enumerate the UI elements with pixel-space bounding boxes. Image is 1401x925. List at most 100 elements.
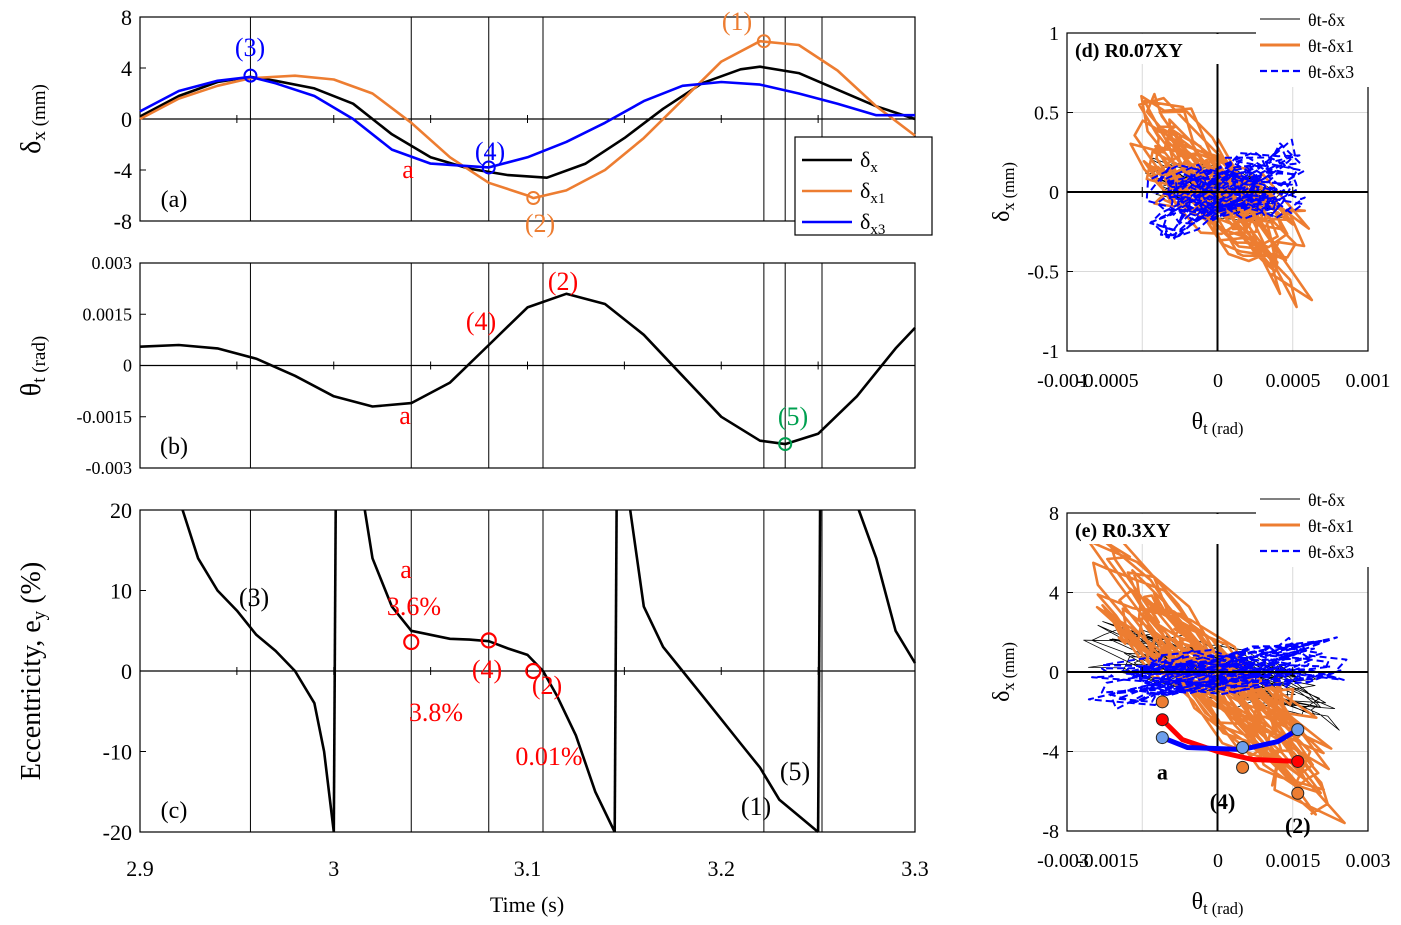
series-line — [816, 509, 822, 833]
loop-series — [1145, 138, 1306, 240]
data-point — [1155, 731, 1169, 745]
x-tick-label: -0.0005 — [1077, 370, 1139, 392]
y-tick-label: -10 — [103, 740, 132, 765]
panel-a: 8 4 0 -4 -8 (a) — [114, 5, 916, 234]
data-marker — [403, 633, 420, 651]
panel-title: (e) R0.3XY — [1075, 520, 1171, 542]
data-marker — [481, 160, 496, 175]
y-tick-label: 0 — [1049, 182, 1059, 204]
y-tick-label: 0 — [121, 107, 132, 132]
x-tick-label: 0.0005 — [1266, 370, 1321, 392]
data-point — [1291, 786, 1305, 800]
x-tick-label: 3 — [328, 856, 339, 881]
y-axis-title-c: Eccentricity, ey (%) — [16, 562, 50, 780]
y-axis-title: δx (mm) — [989, 642, 1018, 702]
annotation-label: a — [1157, 759, 1168, 784]
y-tick-label: 4 — [1049, 583, 1059, 605]
legend-label: θt-δx — [1308, 10, 1345, 30]
annotation-label: (2) — [525, 209, 555, 238]
data-point — [1236, 760, 1250, 774]
data-marker — [526, 191, 541, 206]
series-line — [139, 292, 916, 446]
series-line — [628, 509, 819, 833]
panel-e: -0.003-0.0015 0 0.0015 0.003 8 4 0 -4 -8 θt (rad)… — [989, 487, 1391, 918]
panel-label: (a) — [161, 187, 188, 213]
legend-label: δx3 — [860, 209, 885, 238]
x-tick-label: 3.1 — [514, 856, 542, 881]
panel-c: 20 10 0 -10 -20 (c) — [103, 498, 917, 845]
title-box — [1068, 514, 1224, 544]
y-tick-label: 8 — [1049, 503, 1059, 525]
y-tick-label: -4 — [1042, 742, 1059, 764]
y-tick-label: -1 — [1042, 341, 1059, 363]
legend-label: θt-δx1 — [1308, 36, 1354, 56]
y-tick-label: 0.003 — [92, 253, 133, 273]
annotation-label: (3) — [235, 33, 265, 62]
y-tick-label: -0.003 — [86, 458, 133, 478]
x-tick-label: 2.9 — [126, 856, 154, 881]
legend-box — [1256, 7, 1390, 87]
x-tick-label: 0.003 — [1346, 850, 1391, 872]
y-tick-label: -8 — [1042, 821, 1059, 843]
x-axis-title: θt (rad) — [1192, 889, 1244, 918]
panel-label: (c) — [161, 798, 188, 824]
x-axis-title: Time (s) — [490, 892, 564, 917]
y-tick-label: 0 — [123, 356, 132, 376]
x-tick-label: 0 — [1213, 850, 1223, 872]
x-tick-label: 0.001 — [1346, 370, 1391, 392]
panel-b: 0.003 0.0015 0 -0.0015 -0.003 (b) — [77, 253, 916, 478]
y-tick-label: 10 — [110, 579, 132, 604]
y-tick-label: -0.5 — [1027, 262, 1059, 284]
annotation-label: (2) — [1285, 813, 1311, 838]
y-tick-label: -0.0015 — [77, 407, 133, 427]
legend-label: θt-δx1 — [1308, 516, 1354, 536]
y-tick-label: 0 — [1049, 662, 1059, 684]
legend-label: θt-δx3 — [1308, 62, 1354, 82]
annotation-label: (4) — [466, 307, 496, 336]
y-axis-title-b: θt (rad) — [16, 336, 50, 396]
x-tick-label: 3.3 — [901, 856, 929, 881]
annotation-label: (2) — [532, 671, 562, 700]
y-axis-title-a: δx (mm) — [16, 84, 50, 154]
annotation-label: (5) — [780, 757, 810, 786]
annotation-label: a — [402, 155, 414, 184]
series-line — [139, 75, 915, 169]
annotation-label: a — [400, 555, 412, 584]
y-tick-label: 4 — [121, 56, 132, 81]
title-box — [1068, 34, 1224, 64]
series-line — [139, 39, 916, 200]
y-axis-title: δx (mm) — [989, 162, 1018, 222]
x-axis-title: θt (rad) — [1192, 409, 1244, 438]
series-line — [332, 509, 337, 833]
annotation-label: 3.8% — [409, 698, 463, 727]
panel-d: -0.001-0.0005 0 0.0005 0.001 1 0.5 0 -0.5 -1 θt (… — [989, 7, 1391, 438]
data-marker — [756, 34, 771, 49]
x-tick-label: 3.2 — [708, 856, 736, 881]
x-tick-label: -0.001 — [1037, 370, 1089, 392]
loop-series — [1129, 92, 1314, 309]
annotation-label: (2) — [548, 267, 578, 296]
y-tick-label: -8 — [114, 209, 132, 234]
annotation-label: (4) — [472, 655, 502, 684]
x-tick-label: -0.0015 — [1077, 850, 1139, 872]
data-point — [1291, 754, 1305, 768]
legend-box — [1256, 487, 1390, 567]
panel-label: (b) — [160, 434, 188, 460]
data-marker — [480, 632, 497, 649]
loop-series — [1087, 533, 1346, 825]
legend-label: δx — [860, 147, 878, 176]
y-tick-label: 0.0015 — [83, 304, 133, 324]
y-tick-label: 0 — [121, 659, 132, 684]
data-point — [1155, 713, 1169, 727]
data-point — [1155, 695, 1169, 709]
loop-series — [1087, 636, 1348, 710]
y-tick-label: -4 — [114, 158, 132, 183]
annotation-label: a — [399, 401, 411, 430]
annotation-label: (1) — [741, 792, 771, 821]
data-marker — [778, 437, 793, 452]
y-tick-label: 20 — [110, 498, 132, 523]
legend-label: θt-δx — [1308, 490, 1345, 510]
annotation-label: 3.6% — [387, 592, 441, 621]
series-line — [613, 509, 618, 833]
